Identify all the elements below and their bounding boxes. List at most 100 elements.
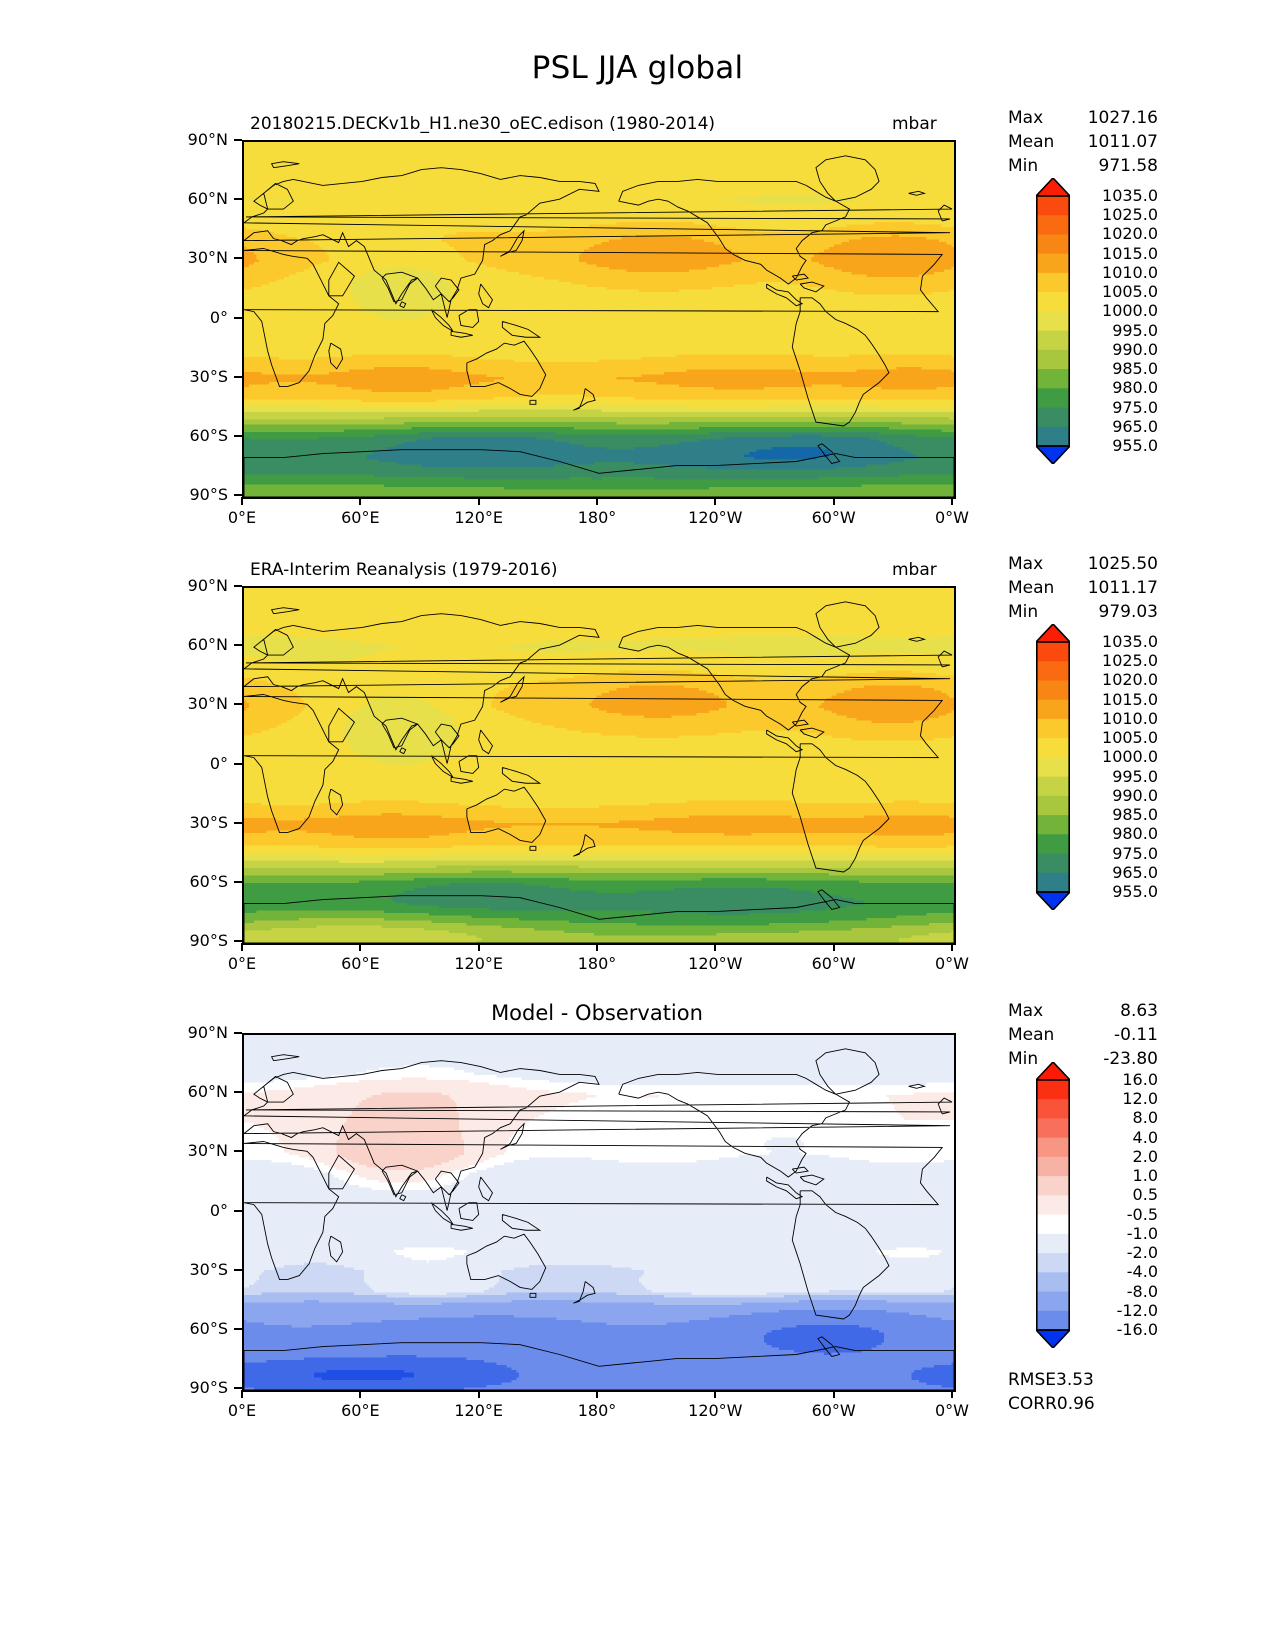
y-axis-label: 60°S (189, 425, 228, 445)
colorbar-tick-label: 2.0 (1132, 1146, 1158, 1166)
y-axis-label: 0° (209, 307, 228, 327)
footer-stat-row: CORR0.96 (1008, 1394, 1158, 1418)
colorbar-tick-label: 1035.0 (1102, 632, 1158, 651)
colorbar-tick-label: -12.0 (1116, 1300, 1158, 1320)
stat-label: Mean (1008, 1025, 1055, 1045)
colorbar-tick-label: 985.0 (1112, 805, 1158, 825)
colorbar-tick-label: 990.0 (1112, 785, 1158, 805)
colorbar-tick-label: 1035.0 (1102, 186, 1158, 205)
x-tick (951, 497, 953, 505)
y-axis-label: 60°N (187, 189, 228, 209)
x-tick (241, 943, 243, 951)
x-axis-label: 0°E (227, 954, 257, 973)
x-tick (832, 1390, 835, 1398)
stat-value: 979.03 (1098, 602, 1158, 622)
stat-value: 1027.16 (1087, 108, 1158, 128)
y-axis-label: 30°S (189, 812, 228, 832)
y-tick (234, 1387, 242, 1389)
colorbar-tick-label: 995.0 (1112, 766, 1158, 786)
y-axis-label: 30°S (189, 366, 228, 386)
colorbar-tick-label: 985.0 (1112, 359, 1158, 379)
x-tick (832, 943, 835, 951)
colorbar-tick-label: 1010.0 (1102, 708, 1158, 728)
colorbar-tick-label: -0.5 (1126, 1204, 1158, 1224)
map-canvas-diff (242, 1033, 956, 1392)
y-axis-label: 30°S (189, 1259, 228, 1279)
colorbar-tick-label: 1005.0 (1102, 282, 1158, 302)
map-canvas-model (242, 140, 956, 499)
x-tick (359, 1390, 362, 1398)
y-axis-label: 0° (209, 1200, 228, 1220)
panel-title-diff: Model - Observation (491, 1001, 703, 1025)
x-tick (596, 943, 598, 951)
colorbar-tick-label: 12.0 (1122, 1089, 1158, 1109)
x-tick (596, 497, 598, 505)
x-axis-label: 60°W (811, 954, 856, 973)
x-axis-label: 0°W (935, 954, 969, 973)
colorbar-tick-label: 975.0 (1112, 397, 1158, 417)
stat-row: Max 1027.16 (1008, 108, 1158, 132)
x-axis-label: 60°E (341, 1401, 380, 1420)
y-tick (234, 940, 242, 942)
x-axis-label: 60°E (341, 508, 380, 527)
stat-row: Mean -0.11 (1008, 1025, 1158, 1049)
colorbar-tick-label: 8.0 (1132, 1108, 1158, 1128)
colorbar-tick-label: 955.0 (1112, 436, 1158, 455)
colorbar-tick-label: 965.0 (1112, 862, 1158, 882)
x-tick (951, 1390, 953, 1398)
x-axis-label: 180° (577, 1401, 617, 1420)
y-axis-label: 90°N (187, 1023, 228, 1042)
colorbar-obs (1036, 624, 1070, 910)
y-axis-label: 60°S (189, 871, 228, 891)
x-tick (714, 1390, 717, 1398)
colorbar-tick-label: -8.0 (1126, 1281, 1158, 1301)
x-axis-label: 60°W (811, 1401, 856, 1420)
x-axis-label: 0°W (935, 1401, 969, 1420)
colorbar-tick-label: 1025.0 (1102, 651, 1158, 671)
x-tick (359, 943, 362, 951)
x-axis-label: 120°E (454, 508, 503, 527)
y-tick (234, 198, 242, 201)
x-axis-label: 180° (577, 954, 617, 973)
colorbar-tick-label: 1005.0 (1102, 728, 1158, 748)
y-tick (234, 1268, 242, 1271)
contour-fill (244, 1035, 954, 1390)
panel-title-obs: ERA-Interim Reanalysis (1979-2016) (250, 560, 558, 580)
footer-stat-label: RMSE (1008, 1370, 1057, 1390)
y-tick (234, 1209, 242, 1212)
colorbar-tick-label: -16.0 (1116, 1320, 1158, 1339)
y-tick (234, 821, 242, 824)
x-tick (951, 943, 953, 951)
x-tick (477, 1390, 480, 1398)
colorbar-tick-label: 990.0 (1112, 339, 1158, 359)
footer-stat-value: 0.96 (1056, 1394, 1095, 1414)
y-tick (234, 1032, 242, 1034)
footer-stat-label: CORR (1008, 1394, 1057, 1414)
figure-suptitle: PSL JJA global (531, 50, 744, 86)
y-tick (234, 316, 242, 319)
stat-value: 1025.50 (1087, 554, 1158, 574)
stat-label: Min (1008, 1049, 1039, 1069)
x-axis-label: 0°E (227, 508, 257, 527)
stat-row: Min 971.58 (1008, 156, 1158, 180)
contour-fill (244, 588, 954, 943)
x-tick (241, 497, 243, 505)
colorbar-tick-label: 16.0 (1122, 1070, 1158, 1089)
x-axis-label: 120°W (688, 508, 743, 527)
y-axis-label: 30°N (187, 1141, 228, 1161)
y-axis-label: 60°N (187, 1082, 228, 1102)
stat-value: 1011.07 (1087, 132, 1158, 152)
colorbar-tick-label: 1010.0 (1102, 262, 1158, 282)
stat-value: -0.11 (1114, 1025, 1158, 1045)
colorbar-tick-label: 1015.0 (1102, 243, 1158, 263)
colorbar-tick-label: 0.5 (1132, 1185, 1158, 1205)
coastline-path (244, 155, 954, 497)
colorbar-tick-label: 1025.0 (1102, 205, 1158, 225)
y-tick (234, 585, 242, 587)
x-tick (359, 497, 362, 505)
colorbar-tick-label: 1.0 (1132, 1166, 1158, 1186)
contour-fill (244, 142, 954, 497)
x-axis-label: 120°W (688, 954, 743, 973)
y-tick (234, 434, 242, 437)
